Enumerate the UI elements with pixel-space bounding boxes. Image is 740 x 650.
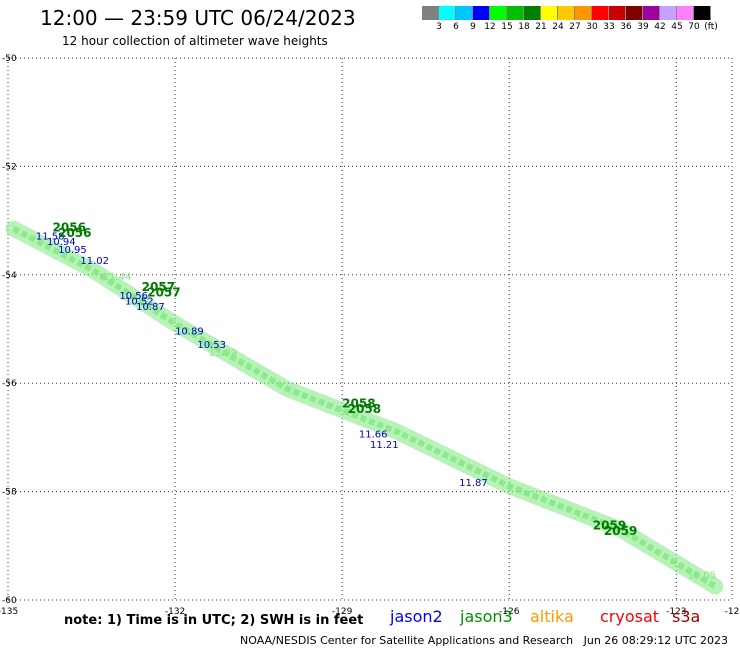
legend-cryosat: cryosat [600,607,660,626]
units-note: note: 1) Time is in UTC; 2) SWH is in fe… [64,613,364,628]
time-label: 2056 [53,220,86,234]
wave-height-label: 10.95 [58,245,87,256]
wave-height-label: 11.87 [459,478,488,489]
time-label: 2058 [348,402,381,416]
page-title: 12:00 — 23:59 UTC 06/24/2023 [40,6,356,30]
y-tick-label: -54 [2,271,17,281]
color-scale-label: 70 [688,22,700,32]
x-tick-label: -123 [666,607,686,617]
footer-credit: NOAA/NESDIS Center for Satellite Applica… [240,634,729,647]
wave-height-label: 11.21 [370,440,399,451]
wave-height-label: 10.94 [47,237,76,248]
y-tick-label: -60 [2,596,17,606]
color-scale-label: 45 [671,22,683,32]
wave-height-label: 10.89 [175,326,204,337]
color-swatch [507,6,524,20]
color-swatch [422,6,439,20]
wave-height-label: 11.66 [359,429,388,440]
color-scale-label: 9 [470,22,476,32]
y-tick-label: -50 [2,54,17,64]
y-tick-label: -56 [2,379,17,389]
time-label: 2057 [147,285,180,299]
page-subtitle: 12 hour collection of altimeter wave hei… [62,34,328,48]
color-swatch [660,6,677,20]
wave-height-label: 11.58 [36,232,65,243]
color-scale-label: 39 [637,22,649,32]
color-swatch [473,6,490,20]
color-swatch [439,6,456,20]
color-swatch [609,6,626,20]
y-tick-label: -52 [2,162,17,172]
color-swatch [575,6,592,20]
color-scale-label: 24 [552,22,564,32]
wave-height-label: 13.39 [208,348,237,359]
color-scale-label: 18 [518,22,530,32]
color-swatch [541,6,558,20]
satellite-track-core [12,226,717,589]
legend-s3a: s3a [672,607,701,626]
color-scale-label: 27 [569,22,581,32]
color-scale-label: 12 [484,22,496,32]
legend-jason3: jason3 [460,607,513,626]
x-tick-label: -135 [0,607,18,617]
x-tick-label: -132 [165,607,185,617]
color-swatch [592,6,609,20]
color-swatch [524,6,541,20]
color-scale-label: 3 [436,22,442,32]
color-swatch [490,6,507,20]
color-swatch [694,6,711,20]
color-swatch [456,6,473,20]
color-swatch [558,6,575,20]
x-tick-label: -12 [725,607,740,617]
color-scale-label: 21 [535,22,547,32]
x-tick-label: -126 [499,607,520,617]
wave-height-label: 10.52 [125,297,154,308]
legend-jason2: jason2 [390,607,443,626]
time-label: 2059 [593,519,626,533]
x-tick-label: -129 [332,607,353,617]
color-scale-label: 42 [654,22,666,32]
color-swatch [626,6,643,20]
legend-altika: altika [530,607,574,626]
time-label: 2057 [142,280,175,294]
wave-height-label: 10.87 [136,302,165,313]
wave-height-label: 11.44 [103,272,132,283]
color-scale-label: 15 [501,22,513,32]
y-tick-label: -58 [2,488,17,498]
wave-height-label: 10.53 [197,340,226,351]
time-label: 2056 [58,226,91,240]
color-scale-label: (ft) [704,22,718,32]
time-label: 2058 [342,397,375,411]
color-swatch [643,6,660,20]
wave-height-label: 15.05 [687,570,716,581]
color-scale-label: 30 [586,22,598,32]
color-scale-label: 33 [603,22,615,32]
color-scale-label: 36 [620,22,632,32]
time-label: 2059 [604,524,637,538]
color-swatch [677,6,694,20]
wave-height-label: 11.02 [80,256,109,267]
color-scale-label: 6 [453,22,459,32]
wave-height-label: 10.56 [119,291,148,302]
